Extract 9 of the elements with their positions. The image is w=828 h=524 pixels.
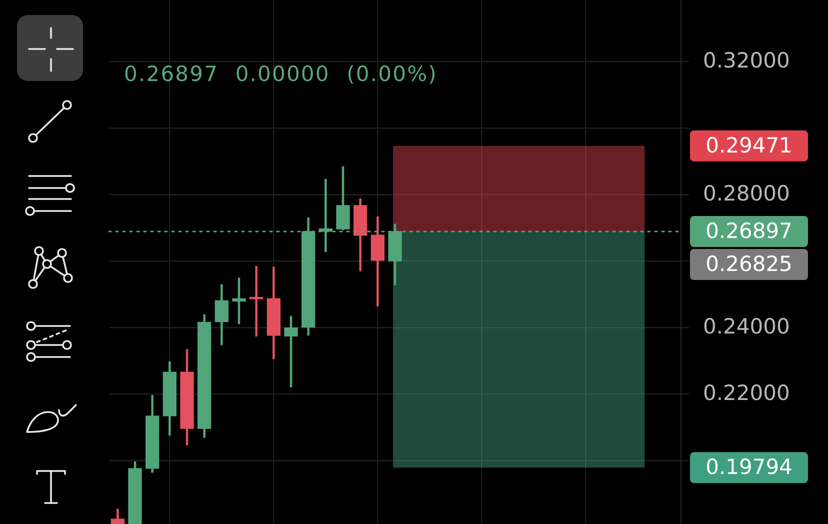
y-tick-label: 0.32000 <box>703 48 790 72</box>
y-tick-label: 0.24000 <box>703 314 790 338</box>
band-label: 0.29471 <box>706 133 792 158</box>
y-tick-label: 0.28000 <box>703 181 790 206</box>
ref-line-label: 0.26897 <box>706 218 792 243</box>
y-tick-label: 0.22000 <box>703 380 790 405</box>
text: 0.26897 0.00000 (0.00%) <box>124 62 438 86</box>
text: 0.26825 <box>706 252 792 276</box>
band-label: 0.19794 <box>706 455 792 480</box>
